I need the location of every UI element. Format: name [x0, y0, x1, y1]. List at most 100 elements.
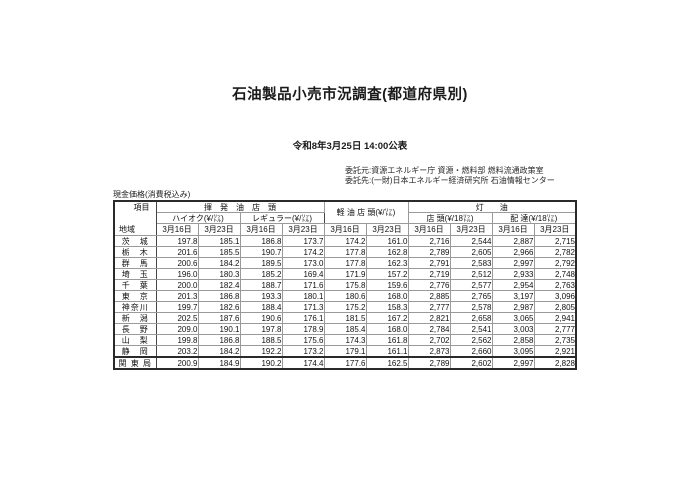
- page-title: 石油製品小売市況調査(都道府県別): [232, 87, 468, 103]
- price-cell: 2,954: [491, 279, 535, 291]
- table-row: 神奈川 199.7 182.6 188.4 171.3 175.2 158.3 2,777 2,…: [113, 301, 577, 313]
- date-header: 3月16日: [491, 223, 535, 236]
- price-cell: 2,966: [491, 246, 535, 258]
- price-cell: 3,065: [491, 312, 535, 324]
- col-regular: レギュラー(¥/㍑): [239, 212, 325, 224]
- commission-from: 委託元:資源エネルギー庁 資源・燃料部 燃料流通政策室: [345, 166, 544, 175]
- price-cell: 180.3: [197, 268, 241, 280]
- price-cell: 3,003: [491, 323, 535, 335]
- region-name: 神奈川: [113, 301, 157, 313]
- col-hioct: ハイオク(¥/㍑): [155, 212, 241, 224]
- price-cell: 190.6: [239, 312, 283, 324]
- region-name: 群 馬: [113, 257, 157, 269]
- date-header: 3月23日: [449, 223, 493, 236]
- price-cell: 2,997: [491, 257, 535, 269]
- price-cell: 182.4: [197, 279, 241, 291]
- price-cell: 2,658: [449, 312, 493, 324]
- price-cell: 196.0: [155, 268, 199, 280]
- price-cell: 174.2: [323, 235, 367, 247]
- price-cell: 2,791: [407, 257, 451, 269]
- price-cell: 2,541: [449, 323, 493, 335]
- price-cell: 185.4: [323, 323, 367, 335]
- table-row: 静 岡 203.2 184.2 192.2 173.2 179.1 161.1 2,873 2,…: [113, 345, 577, 358]
- price-cell: 174.4: [281, 356, 325, 370]
- price-cell: 184.2: [197, 257, 241, 269]
- price-cell: 202.5: [155, 312, 199, 324]
- col-group-kerosene: 灯 油: [407, 200, 577, 213]
- price-cell: 2,512: [449, 268, 493, 280]
- region-name: 関 東 局: [113, 356, 157, 370]
- price-cell: 180.1: [281, 290, 325, 302]
- col-group-gasoline: 揮 発 油 店 頭: [155, 200, 325, 213]
- price-cell: 209.0: [155, 323, 199, 335]
- price-cell: 161.8: [365, 334, 409, 346]
- col-group-diesel: 軽 油 店 頭(¥/㍑): [323, 200, 409, 224]
- region-name: 静 岡: [113, 345, 157, 358]
- date-header: 3月23日: [533, 223, 577, 236]
- price-cell: 2,873: [407, 345, 451, 358]
- table-row: 山 梨 199.8 186.8 188.5 175.6 174.3 161.8 2,702 2,…: [113, 334, 577, 346]
- region-name: 千 葉: [113, 279, 157, 291]
- price-cell: 162.5: [365, 356, 409, 370]
- date-header: 3月16日: [155, 223, 199, 236]
- price-cell: 171.3: [281, 301, 325, 313]
- region-name: 埼 玉: [113, 268, 157, 280]
- price-cell: 200.6: [155, 257, 199, 269]
- price-cell: 2,777: [533, 323, 577, 335]
- price-cell: 3,096: [533, 290, 577, 302]
- price-cell: 161.1: [365, 345, 409, 358]
- price-cell: 184.9: [197, 356, 241, 370]
- price-cell: 2,921: [533, 345, 577, 358]
- price-cell: 2,719: [407, 268, 451, 280]
- table-row: 栃 木 201.6 185.5 190.7 174.2 177.8 162.8 2,789 2,…: [113, 246, 577, 258]
- table-row: 千 葉 200.0 182.4 188.7 171.6 175.8 159.6 2,776 2,…: [113, 279, 577, 291]
- region-name: 長 野: [113, 323, 157, 335]
- price-cell: 186.8: [239, 235, 283, 247]
- price-cell: 2,660: [449, 345, 493, 358]
- table-row: 群 馬 200.6 184.2 189.5 173.0 177.8 162.3 2,791 2,…: [113, 257, 577, 269]
- price-cell: 201.3: [155, 290, 199, 302]
- price-cell: 182.6: [197, 301, 241, 313]
- price-cell: 157.2: [365, 268, 409, 280]
- price-cell: 177.6: [323, 356, 367, 370]
- price-cell: 173.0: [281, 257, 325, 269]
- price-cell: 2,716: [407, 235, 451, 247]
- price-cell: 185.2: [239, 268, 283, 280]
- price-cell: 171.9: [323, 268, 367, 280]
- price-cell: 186.8: [197, 334, 241, 346]
- price-cell: 2,735: [533, 334, 577, 346]
- price-cell: 200.0: [155, 279, 199, 291]
- date-header: 3月23日: [365, 223, 409, 236]
- date-header: 3月23日: [197, 223, 241, 236]
- table-row: 長 野 209.0 190.1 197.8 178.9 185.4 168.0 2,784 2,…: [113, 323, 577, 335]
- price-cell: 200.9: [155, 356, 199, 370]
- price-cell: 197.8: [239, 323, 283, 335]
- price-cell: 2,578: [449, 301, 493, 313]
- price-cell: 2,933: [491, 268, 535, 280]
- price-cell: 177.8: [323, 257, 367, 269]
- date-header: 3月16日: [407, 223, 451, 236]
- header-date-row: 3月16日 3月23日 3月16日 3月23日 3月16日 3月23日 3月16日 3月23日…: [114, 223, 577, 236]
- region-name: 山 梨: [113, 334, 157, 346]
- price-cell: 2,562: [449, 334, 493, 346]
- price-cell: 173.7: [281, 235, 325, 247]
- region-name: 茨 城: [113, 235, 157, 247]
- table-body: 茨 城 197.8 185.1 186.8 173.7 174.2 161.0 2,716 2,…: [113, 235, 577, 370]
- commission-block: 委託元:資源エネルギー庁 資源・燃料部 燃料流通政策室 委託先:(一財)日本エネ…: [345, 166, 555, 186]
- price-cell: 188.5: [239, 334, 283, 346]
- price-cell: 2,997: [491, 356, 535, 370]
- price-cell: 190.7: [239, 246, 283, 258]
- price-cell: 178.9: [281, 323, 325, 335]
- price-cell: 2,941: [533, 312, 577, 324]
- price-cell: 2,777: [407, 301, 451, 313]
- price-cell: 2,784: [407, 323, 451, 335]
- price-cell: 174.2: [281, 246, 325, 258]
- price-cell: 3,197: [491, 290, 535, 302]
- price-cell: 185.1: [197, 235, 241, 247]
- price-cell: 179.1: [323, 345, 367, 358]
- commission-to: 委託先:(一財)日本エネルギー経済研究所 石油情報センター: [345, 176, 555, 185]
- price-cell: 2,776: [407, 279, 451, 291]
- price-cell: 180.6: [323, 290, 367, 302]
- date-header: 3月16日: [323, 223, 367, 236]
